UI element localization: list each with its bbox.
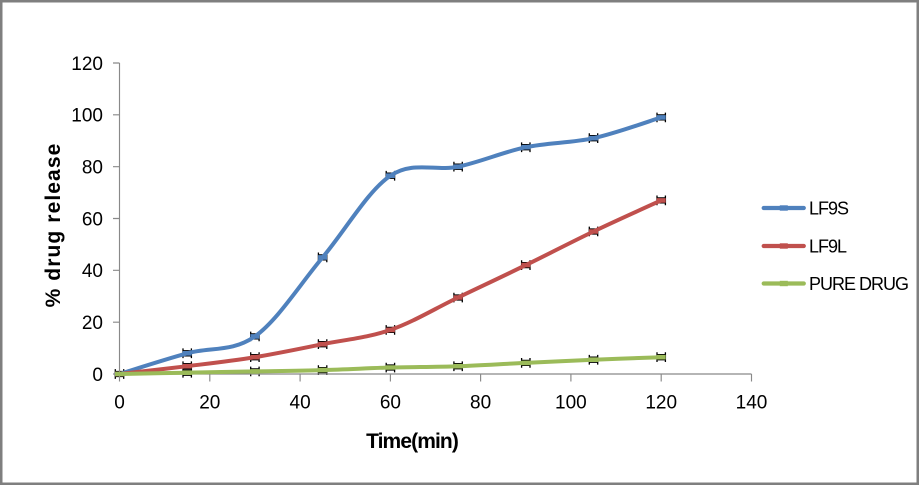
svg-text:PURE DRUG: PURE DRUG <box>809 274 908 294</box>
svg-text:100: 100 <box>71 106 103 127</box>
svg-text:80: 80 <box>470 393 491 414</box>
svg-text:20: 20 <box>199 393 220 414</box>
svg-text:40: 40 <box>82 261 103 282</box>
svg-text:Time(min): Time(min) <box>366 430 458 453</box>
svg-text:40: 40 <box>290 393 311 414</box>
svg-text:100: 100 <box>555 393 587 414</box>
svg-text:120: 120 <box>645 393 677 414</box>
svg-text:% drug release: % drug release <box>42 143 65 308</box>
svg-text:60: 60 <box>380 393 401 414</box>
svg-text:60: 60 <box>82 209 103 230</box>
svg-text:140: 140 <box>736 393 768 414</box>
svg-text:LF9L: LF9L <box>809 237 847 257</box>
svg-text:120: 120 <box>71 54 103 75</box>
svg-text:20: 20 <box>82 313 103 334</box>
svg-text:80: 80 <box>82 158 103 179</box>
svg-text:0: 0 <box>92 365 103 386</box>
svg-text:0: 0 <box>114 393 125 414</box>
svg-text:LF9S: LF9S <box>809 199 849 219</box>
